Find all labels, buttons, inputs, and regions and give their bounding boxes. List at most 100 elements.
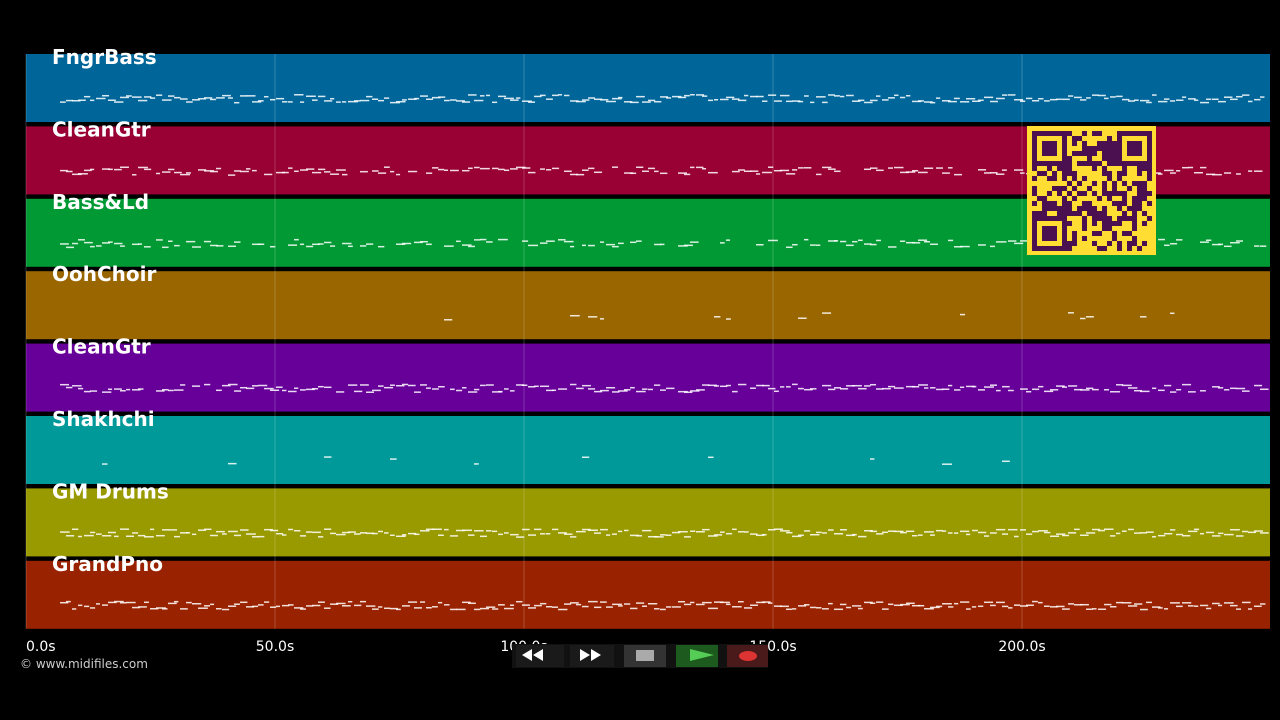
qr-cell [1137, 166, 1142, 171]
rewind-button[interactable] [516, 645, 564, 667]
note [282, 604, 290, 607]
note [1050, 389, 1059, 391]
note [198, 529, 207, 531]
qr-cell [1047, 231, 1052, 236]
note [858, 535, 867, 538]
note [246, 387, 255, 390]
note [150, 608, 159, 610]
note [378, 385, 384, 387]
qr-cell [1032, 216, 1037, 221]
qr-cell [1127, 231, 1132, 236]
qr-cell [1117, 141, 1122, 146]
note [204, 383, 211, 386]
qr-cell [1112, 151, 1117, 156]
note [534, 604, 542, 607]
qr-cell [1102, 206, 1107, 211]
note [684, 94, 690, 97]
note [732, 170, 740, 173]
stop-button[interactable] [624, 645, 666, 667]
qr-cell [1082, 131, 1087, 136]
note [630, 386, 635, 389]
qr-cell [1107, 161, 1112, 166]
note [162, 99, 172, 101]
qr-cell [1067, 246, 1072, 251]
note [1074, 96, 1082, 99]
note [210, 603, 215, 606]
qr-cell [1132, 161, 1137, 166]
qr-cell [1072, 211, 1077, 216]
note [300, 243, 305, 246]
note [330, 603, 339, 605]
note [72, 173, 82, 176]
qr-cell [1107, 151, 1112, 156]
note [684, 603, 692, 606]
note [372, 532, 378, 535]
note [102, 463, 108, 465]
note [678, 390, 688, 393]
note [456, 389, 463, 392]
qr-cell [1102, 151, 1107, 156]
note [108, 601, 117, 604]
note [558, 239, 566, 241]
note [348, 100, 358, 103]
note [126, 535, 135, 538]
note [474, 463, 479, 465]
qr-cell [1082, 161, 1087, 166]
note [966, 608, 971, 610]
qr-cell [1062, 241, 1067, 246]
qr-cell [1147, 166, 1152, 171]
note [648, 535, 658, 538]
note [876, 388, 884, 390]
note [1020, 388, 1028, 390]
note [1086, 387, 1094, 390]
qr-cell [1122, 191, 1127, 196]
note [528, 534, 537, 536]
note [1260, 245, 1267, 247]
note [480, 238, 487, 241]
qr-cell [1132, 141, 1137, 146]
qr-cell [1122, 131, 1127, 136]
note [396, 100, 406, 103]
play-button[interactable] [676, 645, 718, 667]
note [474, 239, 481, 241]
note [804, 604, 810, 606]
qr-cell [1122, 201, 1127, 206]
note [324, 386, 332, 389]
note [1260, 532, 1269, 534]
note [510, 168, 518, 170]
qr-cell [1072, 151, 1077, 156]
note [876, 169, 884, 172]
note [90, 168, 95, 171]
track-lane [26, 54, 1270, 122]
note [954, 173, 962, 176]
note [852, 100, 861, 102]
note [1002, 241, 1007, 243]
note [708, 384, 717, 387]
note [1008, 94, 1016, 96]
qr-cell [1102, 171, 1107, 176]
qr-cell [1117, 206, 1122, 211]
note [1026, 533, 1033, 535]
note [1170, 100, 1176, 102]
qr-cell [1132, 211, 1137, 216]
note [546, 98, 553, 100]
qr-cell [1147, 176, 1152, 181]
note [510, 99, 519, 101]
note [576, 603, 582, 606]
forward-button[interactable] [570, 645, 614, 667]
note [810, 388, 817, 390]
note [426, 528, 435, 531]
note [1002, 94, 1008, 96]
record-button[interactable] [727, 645, 768, 667]
note [1140, 390, 1150, 393]
note [774, 528, 784, 530]
note [1056, 98, 1062, 101]
note [1248, 170, 1253, 172]
qr-cell [1042, 216, 1047, 221]
note [468, 534, 475, 536]
note [996, 601, 1005, 604]
note [894, 387, 904, 389]
note [420, 95, 428, 97]
qr-cell [1052, 206, 1057, 211]
